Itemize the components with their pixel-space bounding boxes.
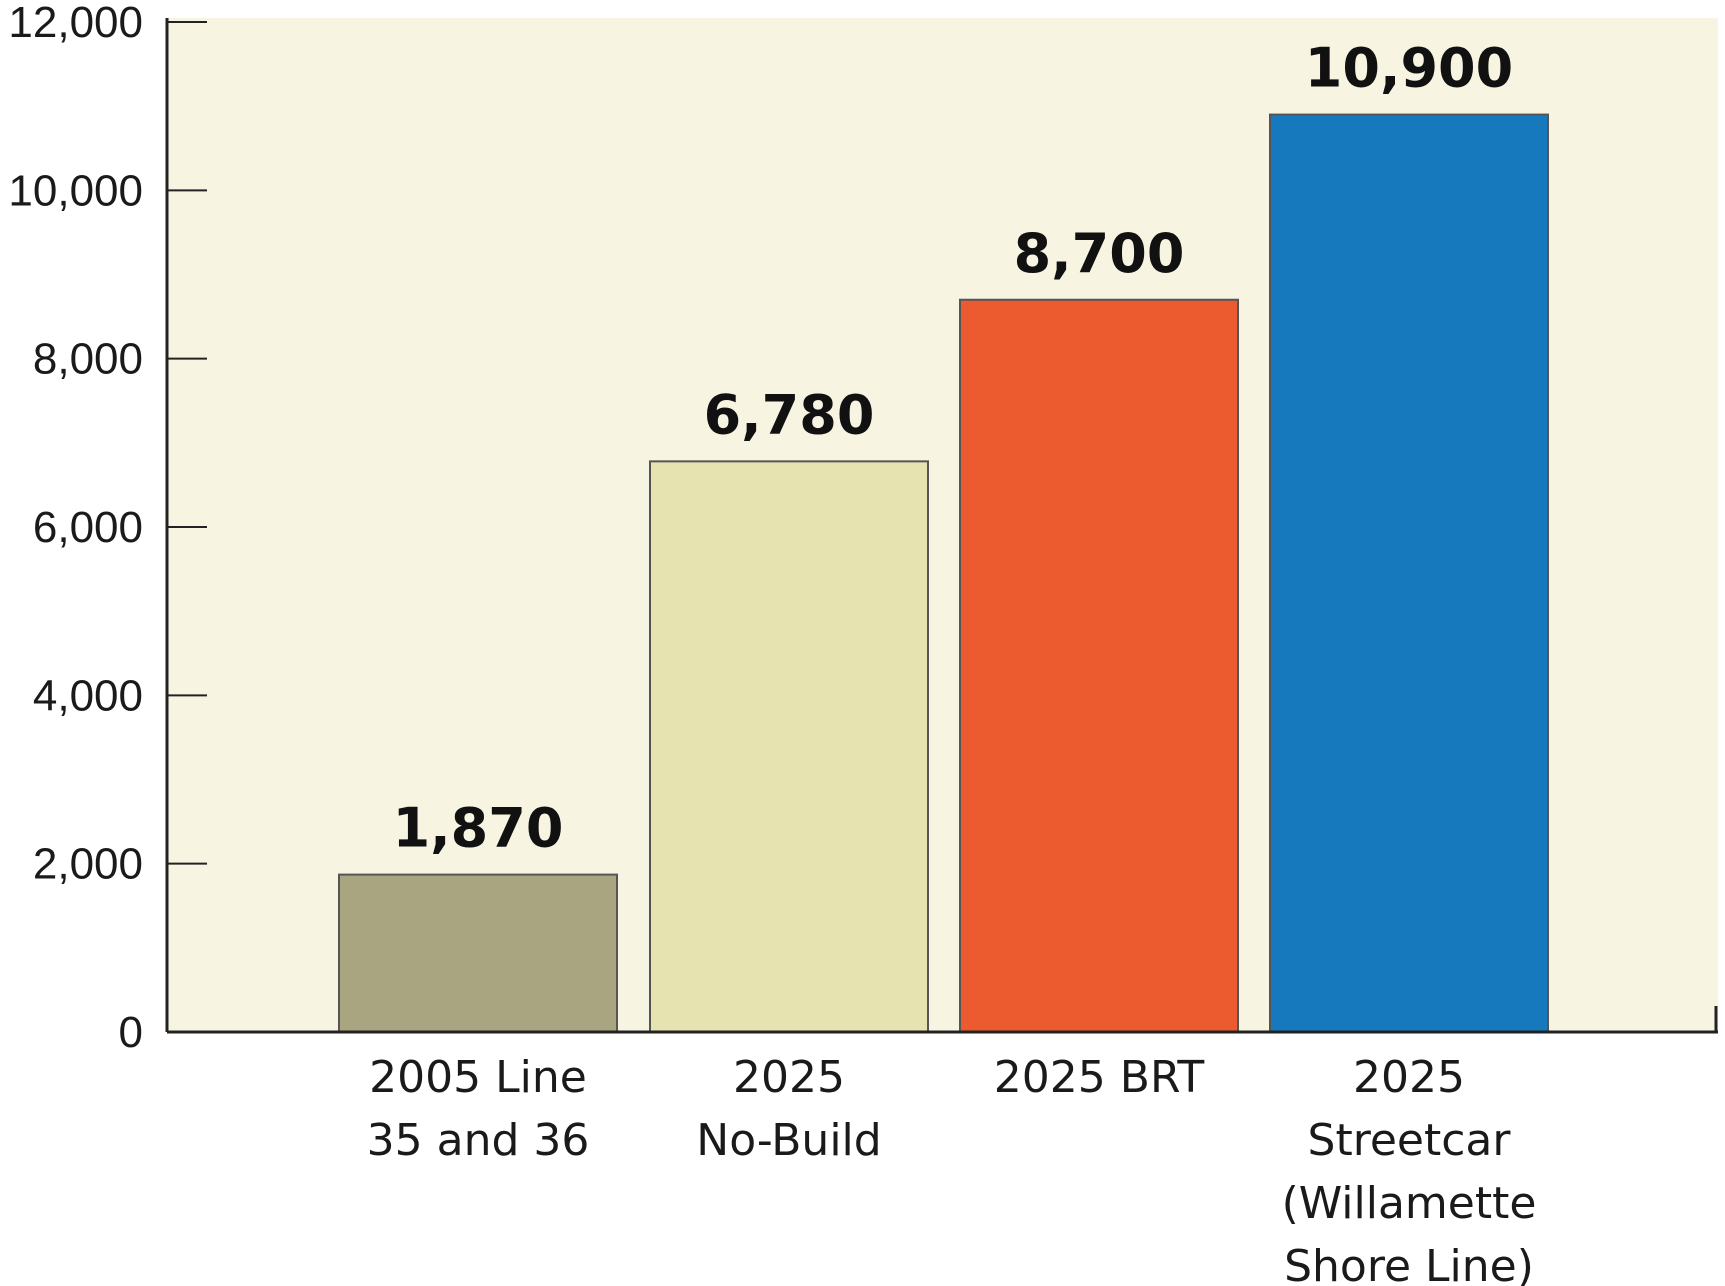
category-label-0-1: 35 and 36 [367,1115,590,1166]
y-tick-label-0: 0 [119,1008,143,1057]
category-label-3-1: Streetcar [1308,1115,1512,1166]
y-axis: 0 2,000 4,000 6,000 8,000 10,000 12,000 [8,0,207,1057]
bar-0 [338,873,618,1033]
value-labels-group: 1,870 6,780 8,700 10,900 [393,37,1514,860]
y-tick-label-2: 4,000 [33,671,143,720]
y-tick-label-1: 2,000 [33,840,143,889]
bar-3 [1269,113,1549,1034]
y-tick-label-3: 6,000 [33,503,143,552]
category-label-3-0: 2025 [1353,1052,1465,1103]
bar-2 [959,298,1239,1033]
bar-1 [649,460,929,1034]
category-label-1-0: 2025 [733,1052,845,1103]
y-tick-label-4: 8,000 [33,335,143,384]
y-tick-label-5: 10,000 [8,166,143,215]
category-label-1-1: No-Build [696,1115,881,1166]
category-label-3-3: Shore Line) [1284,1241,1534,1286]
value-label-0: 1,870 [393,797,564,860]
category-label-0-0: 2005 Line [369,1052,587,1103]
category-label-2-0: 2025 BRT [994,1052,1205,1103]
value-label-1: 6,780 [704,383,875,446]
y-tick-label-6: 12,000 [8,0,143,47]
category-label-3-2: (Willamette [1282,1178,1537,1229]
x-axis: 2005 Line 35 and 36 2025 No-Build 2025 BRT 20… [167,1006,1718,1286]
value-label-3: 10,900 [1305,37,1513,100]
value-label-2: 8,700 [1014,222,1185,285]
bars-group [338,113,1549,1034]
